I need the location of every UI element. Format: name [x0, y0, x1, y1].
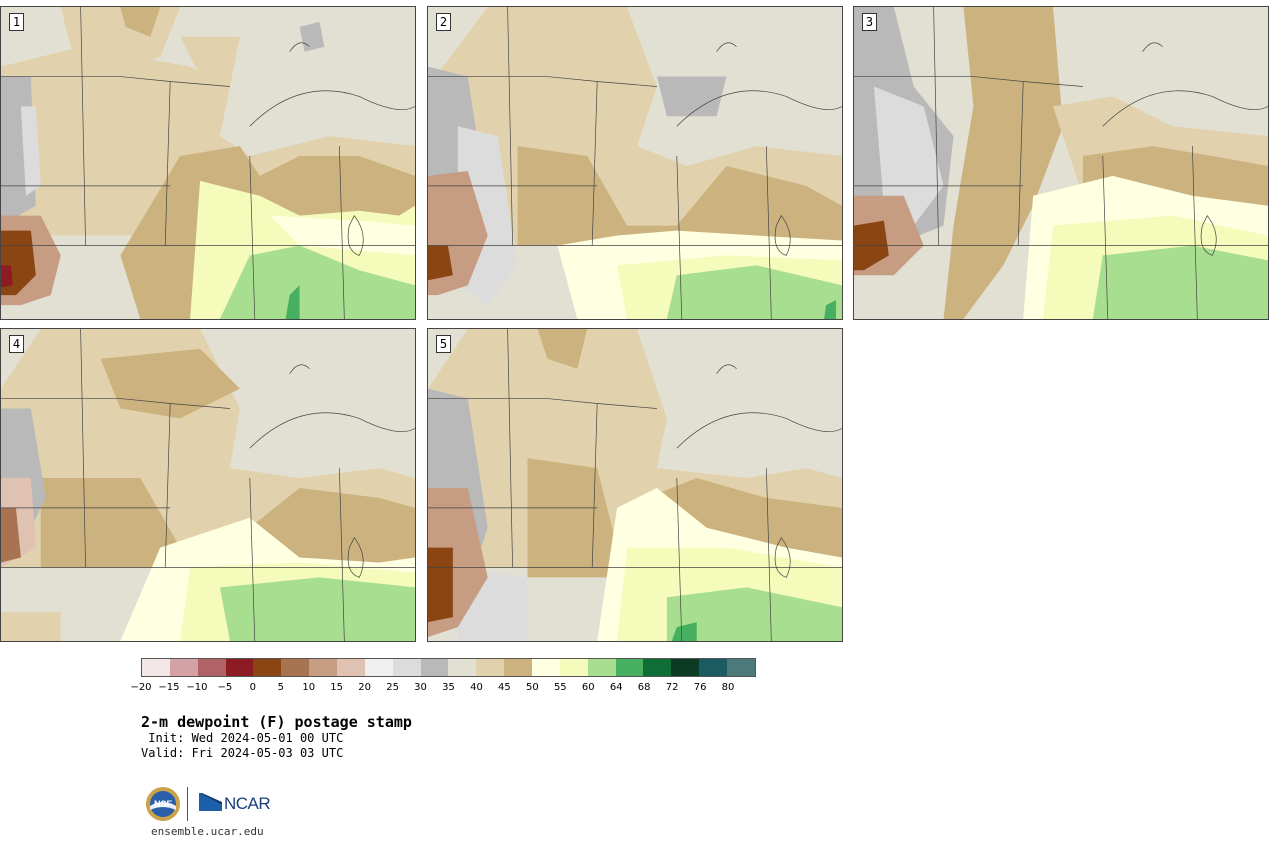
colorbar-tick-label: 76	[693, 682, 707, 693]
map-panel-3: 3	[853, 6, 1269, 320]
colorbar-tick-label: −10	[186, 682, 208, 693]
colorbar-segment	[615, 659, 644, 676]
colorbar-tick-label: 35	[442, 682, 455, 693]
colorbar-segment	[448, 659, 477, 676]
map-panel-2: 2	[427, 6, 843, 320]
colorbar-segment	[476, 659, 505, 676]
logo-divider	[187, 787, 188, 821]
valid-time: Valid: Fri 2024-05-03 03 UTC	[141, 746, 344, 760]
colorbar-tick-label: −5	[217, 682, 233, 693]
colorbar-segment	[420, 659, 449, 676]
colorbar-tick-label: 60	[581, 682, 595, 693]
colorbar-tick-label: 72	[665, 682, 679, 693]
panel-number: 5	[436, 335, 451, 353]
colorbar-segment	[142, 659, 170, 676]
panel-number: 1	[9, 13, 24, 31]
ncar-logo-icon	[199, 793, 222, 811]
colorbar-tick-label: 68	[637, 682, 651, 693]
colorbar-tick-label: 15	[330, 682, 344, 693]
colorbar-tick-label: 30	[414, 682, 427, 693]
colorbar-tick-label: 80	[721, 682, 735, 693]
colorbar-segment	[253, 659, 282, 676]
dewpoint-map-4	[1, 329, 415, 641]
figure-title: 2-m dewpoint (F) postage stamp	[141, 713, 412, 731]
colorbar-segment	[364, 659, 393, 676]
map-panel-5: 5	[427, 328, 843, 642]
colorbar-tick-label: 45	[498, 682, 511, 693]
colorbar-tick-label: 20	[358, 682, 371, 693]
colorbar-tick-label: 50	[525, 682, 539, 693]
colorbar-segment	[337, 659, 365, 676]
colorbar-segment	[671, 659, 700, 676]
colorbar-segment	[532, 659, 560, 676]
init-time: Init: Wed 2024-05-01 00 UTC	[141, 731, 344, 745]
colorbar-segment	[197, 659, 226, 676]
map-panel-4: 4	[0, 328, 416, 642]
colorbar-ticks: −20 −15 −10 −5 0 5 10 15 20 25 30 35 40 45 50 55 60 64 68 7…	[130, 682, 756, 696]
panel-number: 2	[436, 13, 451, 31]
colorbar-segment	[392, 659, 421, 676]
dewpoint-colorbar	[141, 658, 756, 677]
site-url: ensemble.ucar.edu	[151, 825, 264, 838]
colorbar-segment	[587, 659, 616, 676]
colorbar-tick-label: −15	[158, 682, 180, 693]
colorbar-segment	[559, 659, 588, 676]
colorbar-segment	[169, 659, 198, 676]
colorbar-tick-label: 10	[302, 682, 316, 693]
colorbar-tick-label: 0	[249, 682, 256, 693]
colorbar-segment	[504, 659, 533, 676]
colorbar-segment	[281, 659, 310, 676]
dewpoint-map-2	[428, 7, 842, 319]
colorbar-segment	[699, 659, 728, 676]
ncar-logo-text: NCAR	[224, 794, 271, 813]
dewpoint-map-1	[1, 7, 415, 319]
colorbar-tick-label: 5	[277, 682, 284, 693]
panel-number: 3	[862, 13, 877, 31]
nsf-logo-text: NSF	[154, 799, 173, 809]
nsf-logo-icon: NSF	[146, 787, 180, 821]
colorbar-tick-label: 64	[609, 682, 623, 693]
colorbar-tick-label: 25	[386, 682, 399, 693]
colorbar-segment	[727, 659, 755, 676]
dewpoint-map-5	[428, 329, 842, 641]
colorbar-segment	[225, 659, 254, 676]
colorbar-segment	[309, 659, 338, 676]
colorbar-tick-label: 55	[553, 682, 567, 693]
panel-number: 4	[9, 335, 24, 353]
map-panel-1: 1	[0, 6, 416, 320]
colorbar-tick-label: −20	[130, 682, 152, 693]
colorbar-segment	[643, 659, 672, 676]
colorbar-tick-label: 40	[470, 682, 483, 693]
dewpoint-map-3	[854, 7, 1268, 319]
